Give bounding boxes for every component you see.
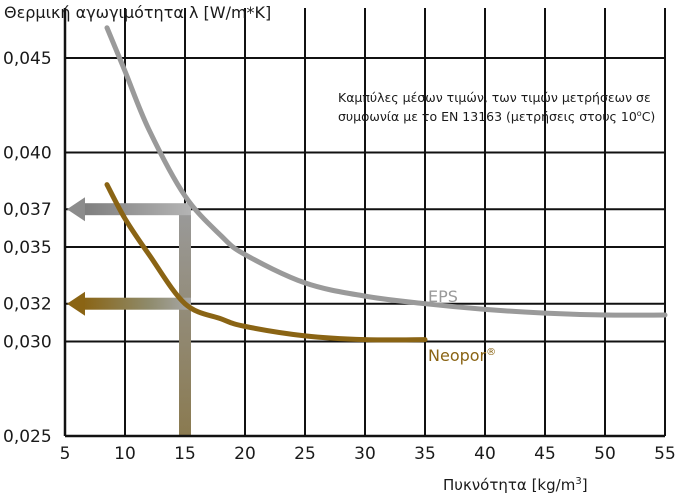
annotation: Καμπύλες μέσων τιμών, των τιμών μετρήσεω… bbox=[338, 90, 655, 124]
arrow-head bbox=[67, 291, 85, 316]
annotation-line-1: Καμπύλες μέσων τιμών, των τιμών μετρήσεω… bbox=[338, 90, 651, 105]
reference-vertical-bar bbox=[179, 209, 191, 436]
grid bbox=[65, 8, 666, 436]
arrow-shaft bbox=[83, 203, 191, 216]
arrow-shaft bbox=[83, 297, 191, 310]
reference-guides bbox=[67, 197, 191, 436]
axes bbox=[63, 8, 665, 438]
x-tick-label: 25 bbox=[294, 444, 316, 464]
y-tick-label: 0,032 bbox=[3, 295, 52, 315]
series-label-neopor: Neopor® bbox=[428, 346, 496, 365]
x-tick-label: 20 bbox=[234, 444, 256, 464]
y-tick-labels: 0,025 0,030 0,032 0,035 0,037 0,040 0,045 bbox=[3, 49, 52, 447]
x-tick-label: 45 bbox=[534, 444, 556, 464]
y-tick-label: 0,035 bbox=[3, 238, 52, 258]
x-tick-label: 15 bbox=[174, 444, 196, 464]
x-tick-label: 30 bbox=[354, 444, 376, 464]
x-tick-label: 50 bbox=[594, 444, 616, 464]
x-tick-label: 55 bbox=[654, 444, 676, 464]
y-tick-label: 0,037 bbox=[3, 200, 52, 220]
y-tick-label: 0,025 bbox=[3, 427, 52, 447]
y-tick-label: 0,040 bbox=[3, 144, 52, 164]
reference-arrow-eps bbox=[67, 197, 191, 222]
x-tick-label: 10 bbox=[114, 444, 136, 464]
series-label-eps: EPS bbox=[428, 287, 458, 306]
x-tick-label: 40 bbox=[474, 444, 496, 464]
series-line-neopor bbox=[104, 182, 428, 343]
y-tick-label: 0,030 bbox=[3, 333, 52, 353]
arrow-head bbox=[67, 197, 85, 222]
x-tick-labels: 5 10 15 20 25 30 35 40 45 50 55 bbox=[60, 444, 676, 464]
x-tick-label: 5 bbox=[60, 444, 71, 464]
x-tick-label: 35 bbox=[414, 444, 436, 464]
y-axis-label: Θερμική αγωγιμότητα λ [W/m*K] bbox=[4, 3, 271, 22]
x-axis-label: Πυκνότητα [kg/m3] bbox=[443, 476, 588, 494]
curves bbox=[104, 25, 668, 343]
annotation-line-2: συμφωνία με το EN 13163 (μετρήσεις στους… bbox=[338, 109, 655, 124]
series-line-eps bbox=[104, 25, 668, 318]
reference-arrow-neopor bbox=[67, 291, 191, 316]
y-tick-label: 0,045 bbox=[3, 49, 52, 69]
